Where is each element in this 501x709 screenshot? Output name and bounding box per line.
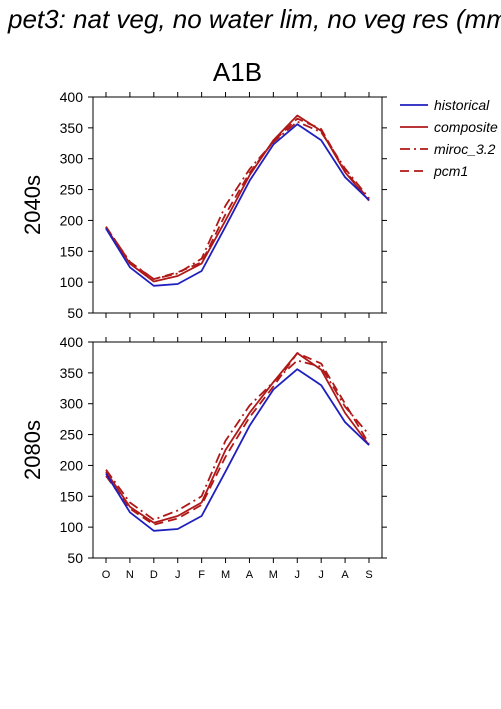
x-tick-label: A <box>246 569 254 581</box>
panel-title: A1B <box>213 57 262 87</box>
legend-entry: composite <box>434 119 498 135</box>
y-tick-label: 350 <box>60 120 84 136</box>
x-tick-label: M <box>269 569 278 581</box>
series-line-composite <box>105 114 370 283</box>
series-line-historical <box>105 123 370 287</box>
y-tick-label: 300 <box>60 151 84 167</box>
y-tick-label: 250 <box>60 427 84 443</box>
series-line-pcm1 <box>105 117 370 281</box>
plot-frame <box>92 96 383 314</box>
y-tick-label: 200 <box>60 457 84 473</box>
legend-entry: miroc_3.2 <box>434 141 496 157</box>
y-tick-label: 100 <box>60 274 84 290</box>
y-tick-label: 300 <box>60 396 84 412</box>
x-tick-label: J <box>295 569 301 581</box>
legend-entry: pcm1 <box>433 163 468 179</box>
x-tick-label: A <box>341 569 349 581</box>
y-axis-label: 2040s <box>20 175 45 235</box>
series-line-historical <box>105 368 370 532</box>
x-tick-label: O <box>102 569 111 581</box>
y-tick-label: 400 <box>60 334 84 350</box>
series-line-miroc-3-2 <box>105 359 370 521</box>
y-tick-label: 100 <box>60 519 84 535</box>
page-title: pet3: nat veg, no water lim, no veg res … <box>8 4 501 34</box>
y-tick-label: 50 <box>67 550 83 566</box>
y-tick-label: 150 <box>60 488 84 504</box>
y-tick-label: 350 <box>60 365 84 381</box>
y-tick-label: 200 <box>60 212 84 228</box>
series-line-miroc-3-2 <box>105 120 370 281</box>
series-line-composite <box>105 352 370 524</box>
legend-entry: historical <box>434 97 490 113</box>
legend: historical composite miroc_3.2 pcm1 <box>400 97 498 179</box>
x-tick-label: J <box>318 569 324 581</box>
x-tick-label: M <box>221 569 230 581</box>
x-tick-label: N <box>126 569 134 581</box>
x-tick-label: J <box>175 569 181 581</box>
x-tick-label: D <box>150 569 158 581</box>
y-tick-label: 150 <box>60 243 84 259</box>
x-tick-label: S <box>365 569 372 581</box>
series-line-pcm1 <box>105 352 370 526</box>
y-tick-label: 400 <box>60 89 84 105</box>
y-axis-label: 2080s <box>20 420 45 480</box>
chart-panel-2: 50 100 150 200 250 300 350 400 O N D J F M A M J J A S 2080s <box>20 334 387 581</box>
y-tick-label: 250 <box>60 182 84 198</box>
y-tick-label: 50 <box>67 305 83 321</box>
chart-panel-1: 50 100 150 200 250 300 350 400 A1B 2040s <box>20 57 387 321</box>
x-tick-label: F <box>198 569 205 581</box>
plot-frame <box>92 341 383 559</box>
